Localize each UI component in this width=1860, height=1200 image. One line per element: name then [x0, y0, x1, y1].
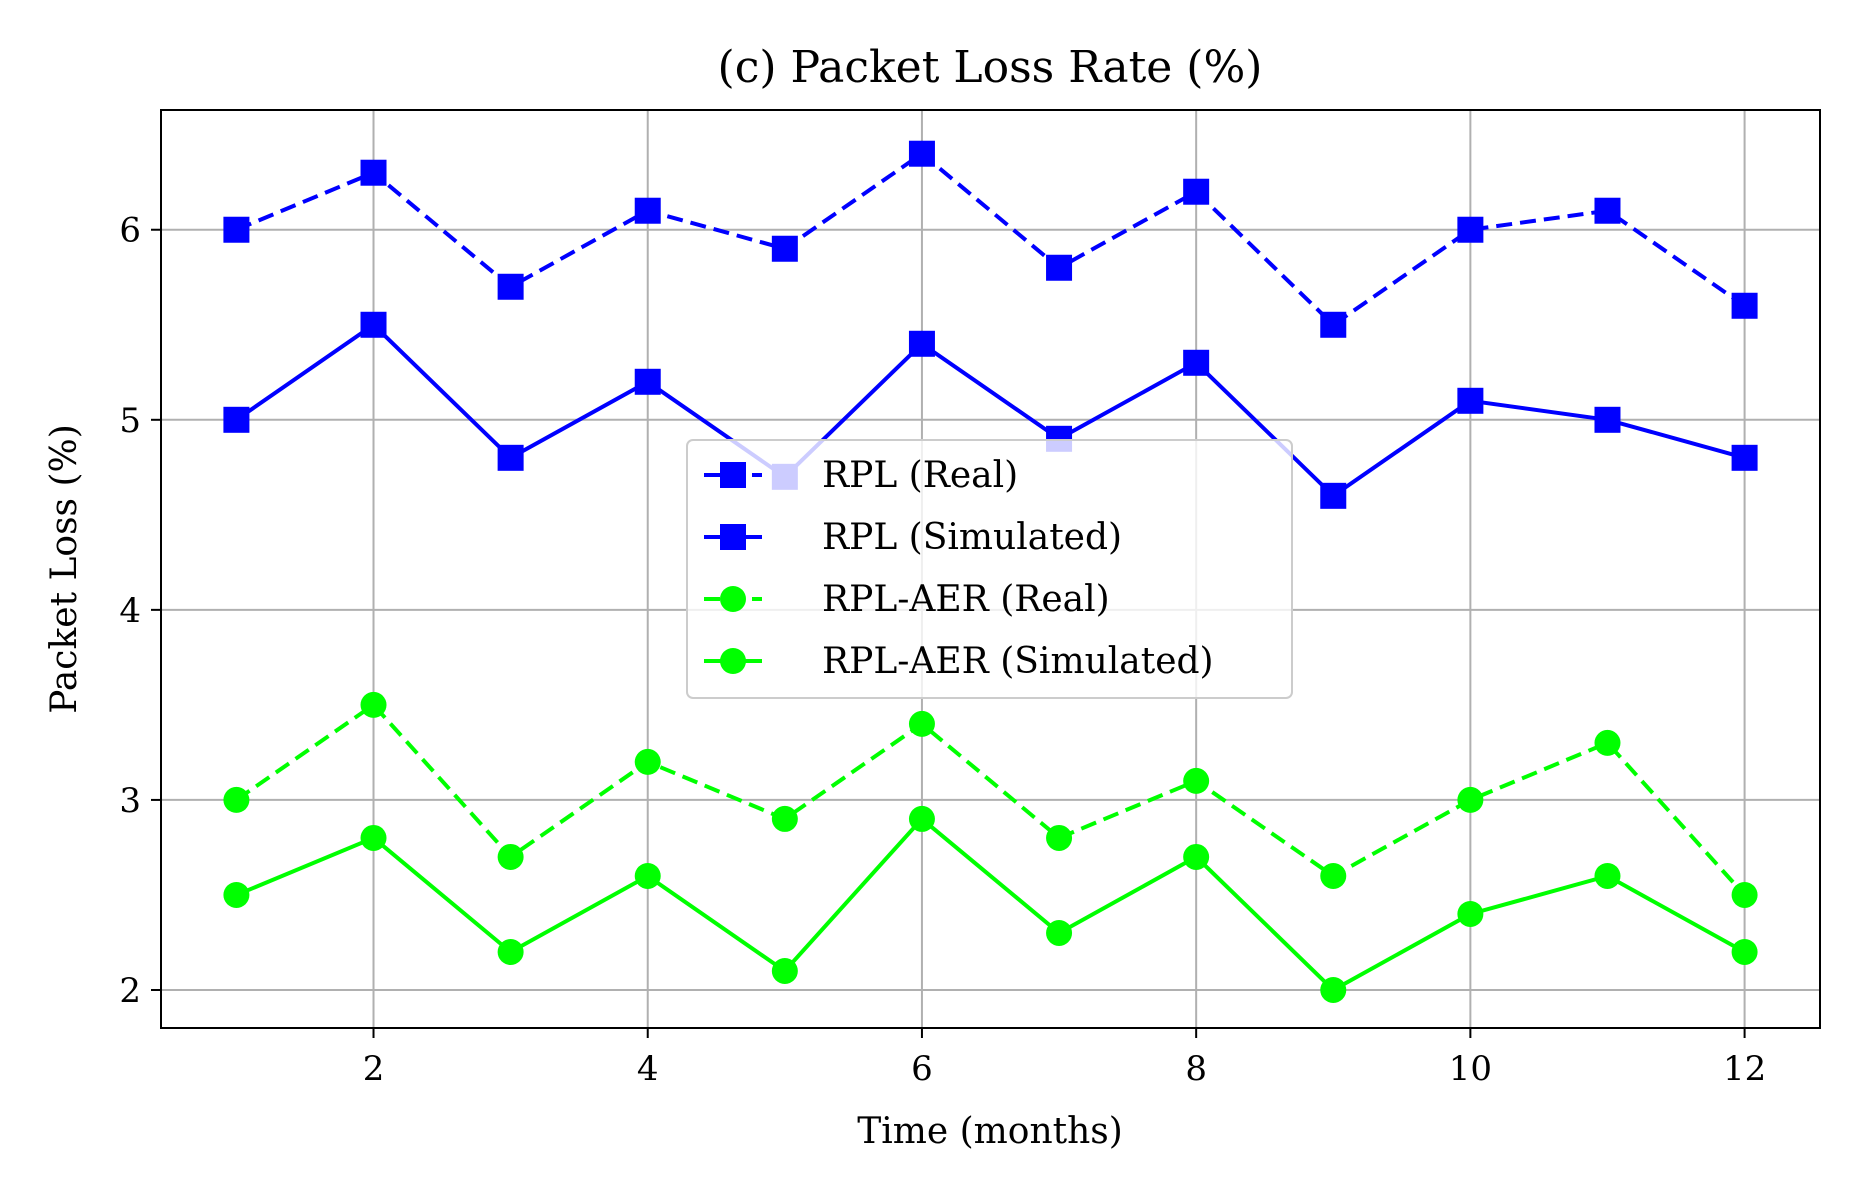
series-line [235, 816, 1746, 993]
data-point-square [1457, 387, 1484, 414]
legend-item-rpl-real: RPL (Real) [704, 455, 1018, 496]
data-point-circle [223, 786, 250, 813]
data-point-circle [1046, 919, 1073, 946]
data-point-square [1046, 254, 1073, 281]
data-point-square [223, 216, 250, 243]
data-point-circle [360, 824, 387, 851]
x-tick-label: 8 [1185, 1049, 1207, 1089]
data-point-square [1731, 444, 1758, 471]
data-point-circle [223, 881, 250, 908]
legend-box [686, 439, 1293, 699]
legend-label: RPL-AER (Simulated) [822, 641, 1214, 682]
legend-marker-square [720, 524, 746, 550]
legend-marker-circle [720, 586, 746, 612]
data-point-circle [634, 748, 661, 775]
y-tick-label: 6 [119, 211, 141, 251]
data-point-square [1183, 349, 1210, 376]
data-point-circle [1320, 862, 1347, 889]
data-point-square [360, 311, 387, 338]
series-line [235, 322, 1746, 499]
data-point-square [1457, 216, 1484, 243]
legend-label: RPL-AER (Real) [822, 579, 1110, 620]
series-rpl-aer-real [223, 691, 1758, 908]
x-tick-label: 2 [363, 1049, 385, 1089]
legend-label: RPL (Real) [822, 455, 1018, 496]
data-point-circle [497, 938, 524, 965]
legend-item-rpl-aer-real: RPL-AER (Real) [704, 579, 1110, 620]
series-line [235, 151, 1746, 328]
data-point-square [223, 406, 250, 433]
data-point-circle [360, 691, 387, 718]
data-point-circle [1731, 881, 1758, 908]
data-point-circle [1594, 862, 1621, 889]
data-point-circle [908, 710, 935, 737]
legend-item-rpl-aer-simulated: RPL-AER (Simulated) [704, 641, 1214, 682]
legend: RPL (Real) RPL (Simulated) RPL-AER (Real) R… [686, 439, 1293, 699]
data-point-circle [1183, 843, 1210, 870]
data-point-square [908, 140, 935, 167]
data-point-circle [908, 805, 935, 832]
y-tick-label: 3 [119, 781, 141, 821]
data-point-square [634, 368, 661, 395]
data-point-square [771, 235, 798, 262]
chart-title: (c) Packet Loss Rate (%) [718, 42, 1263, 93]
y-tick-label: 2 [119, 971, 141, 1011]
data-point-square [497, 444, 524, 471]
series-rpl-real [223, 140, 1758, 338]
data-point-square [1594, 197, 1621, 224]
y-axis-label: Packet Loss (%) [44, 424, 85, 714]
data-point-circle [1457, 900, 1484, 927]
data-point-circle [1457, 786, 1484, 813]
legend-label: RPL (Simulated) [822, 517, 1122, 558]
legend-item-rpl-simulated: RPL (Simulated) [704, 517, 1122, 558]
data-point-square [1183, 178, 1210, 205]
data-point-square [1594, 406, 1621, 433]
x-axis-label: Time (months) [857, 1111, 1123, 1152]
data-point-square [1731, 292, 1758, 319]
axis-ticks: 2 4 6 8 10 12 2 3 4 5 6 [119, 211, 1766, 1089]
x-tick-label: 6 [911, 1049, 933, 1089]
plot-frame [160, 109, 1821, 1029]
data-point-circle [1731, 938, 1758, 965]
data-point-circle [1594, 729, 1621, 756]
x-tick-label: 10 [1449, 1049, 1492, 1089]
data-point-circle [1320, 976, 1347, 1003]
y-tick-label: 5 [119, 401, 141, 441]
data-point-circle [497, 843, 524, 870]
data-point-circle [1183, 767, 1210, 794]
legend-marker-square [720, 462, 746, 488]
series-layer [223, 140, 1758, 1003]
data-point-square [634, 197, 661, 224]
series-line [235, 702, 1747, 897]
data-point-circle [771, 805, 798, 832]
data-point-circle [634, 862, 661, 889]
data-point-circle [771, 957, 798, 984]
data-point-square [497, 273, 524, 300]
data-point-square [1320, 482, 1347, 509]
x-tick-label: 4 [637, 1049, 659, 1089]
data-point-circle [1046, 824, 1073, 851]
data-point-square [360, 159, 387, 186]
x-tick-label: 12 [1723, 1049, 1766, 1089]
y-tick-label: 4 [119, 591, 141, 631]
data-point-square [1320, 311, 1347, 338]
series-rpl-aer-simulated [223, 805, 1758, 1003]
legend-marker-circle [720, 648, 746, 674]
data-point-square [908, 330, 935, 357]
